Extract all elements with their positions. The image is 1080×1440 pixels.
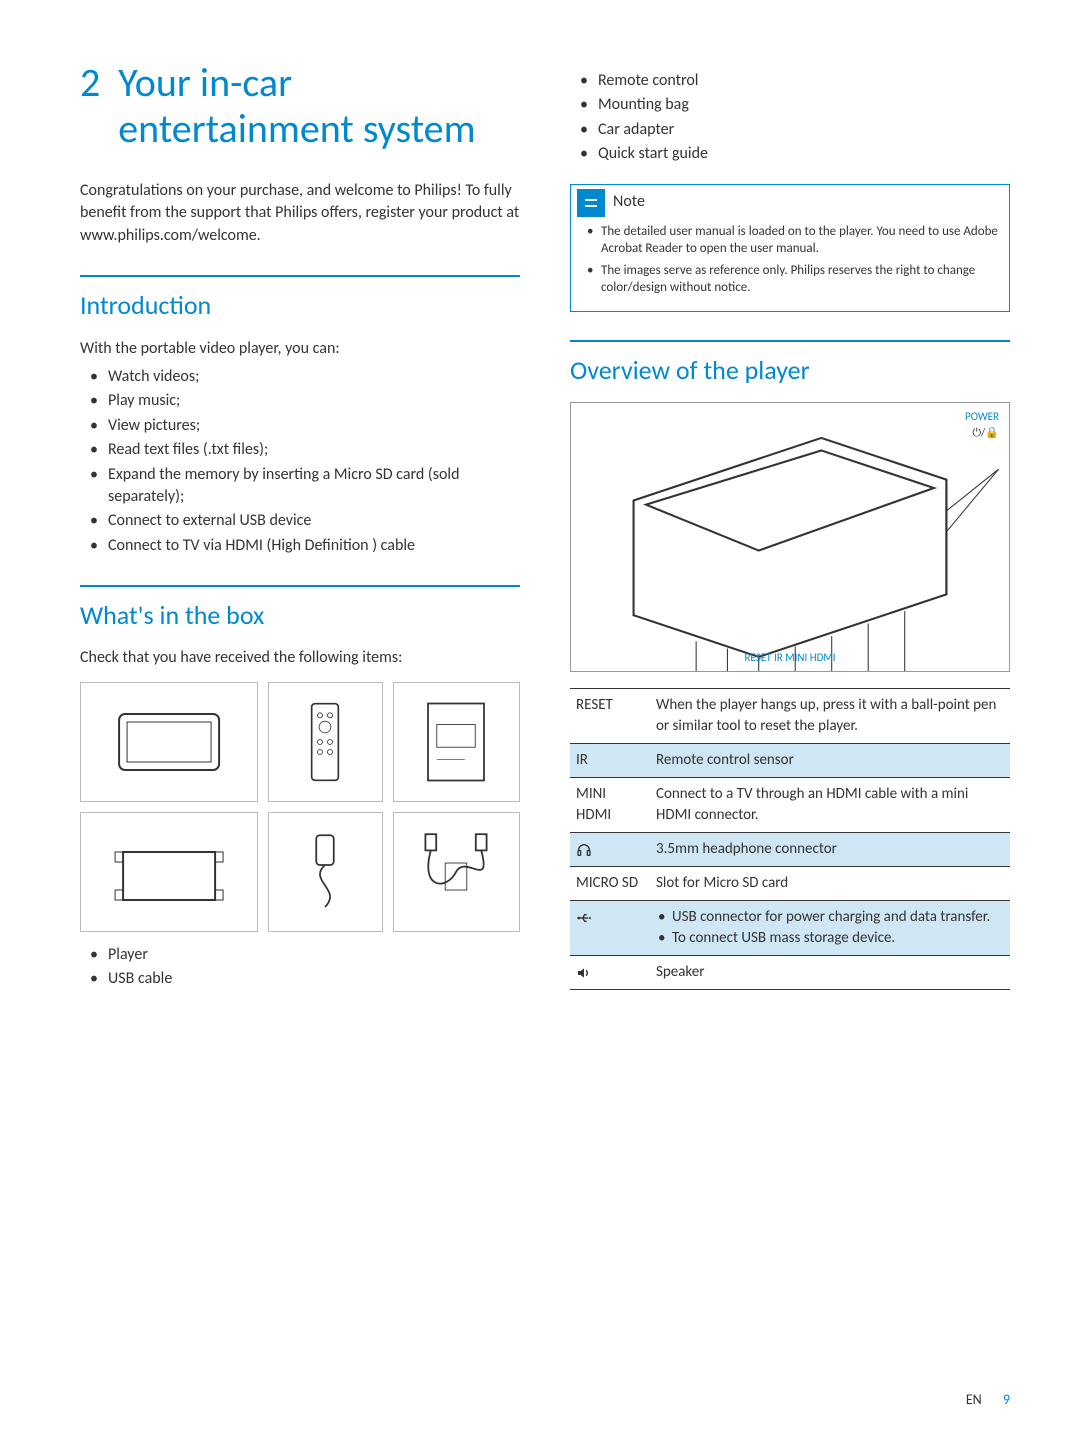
- illustration-mounting-bag: [80, 812, 258, 932]
- page-footer: EN 9: [966, 1390, 1010, 1410]
- illustration-quick-start: [393, 682, 520, 802]
- headphone-icon: [570, 833, 650, 867]
- speaker-icon: [570, 956, 650, 990]
- chapter-title: Your in-car entertainment system: [118, 60, 520, 152]
- diagram-label-bottom: RESET IR MINI HDMI: [744, 650, 835, 665]
- port-key: MICRO SD: [570, 867, 650, 901]
- table-row: RESET When the player hangs up, press it…: [570, 689, 1010, 744]
- table-row: USB connector for power charging and dat…: [570, 901, 1010, 956]
- list-item: Mounting bag: [598, 94, 1010, 116]
- chapter-heading: 2 Your in-car entertainment system: [80, 60, 520, 152]
- list-item: Watch videos;: [108, 366, 520, 388]
- note-box: Note The detailed user manual is loaded …: [570, 184, 1010, 312]
- port-key: MINI HDMI: [570, 778, 650, 833]
- list-item: Remote control: [598, 70, 1010, 92]
- usb-icon: [570, 901, 650, 956]
- list-item: Connect to TV via HDMI (High Definition …: [108, 535, 520, 557]
- chapter-number: 2: [80, 60, 100, 152]
- list-item: View pictures;: [108, 415, 520, 437]
- footer-lang: EN: [966, 1391, 982, 1408]
- box-items-right: Remote control Mounting bag Car adapter …: [570, 70, 1010, 166]
- section-introduction: Introduction: [80, 275, 520, 323]
- port-desc: Speaker: [650, 956, 1010, 990]
- table-row: IR Remote control sensor: [570, 744, 1010, 778]
- illustration-usb-cable: [393, 812, 520, 932]
- port-desc: 3.5mm headphone connector: [650, 833, 1010, 867]
- port-desc: Connect to a TV through an HDMI cable wi…: [650, 778, 1010, 833]
- port-desc: When the player hangs up, press it with …: [650, 689, 1010, 744]
- list-item: Play music;: [108, 390, 520, 412]
- player-diagram: POWER ⏻/🔒 RESET IR MINI HDMI: [570, 402, 1010, 672]
- right-column: Remote control Mounting bag Car adapter …: [570, 60, 1010, 993]
- note-icon: [577, 189, 605, 217]
- list-item: Quick start guide: [598, 143, 1010, 165]
- intro-lead: With the portable video player, you can:: [80, 338, 520, 360]
- list-item: Read text files (.txt files);: [108, 439, 520, 461]
- table-row: 3.5mm headphone connector: [570, 833, 1010, 867]
- note-item: The detailed user manual is loaded on to…: [601, 223, 999, 258]
- list-item: To connect USB mass storage device.: [672, 928, 1004, 949]
- list-item: USB connector for power charging and dat…: [672, 907, 1004, 928]
- list-item: USB cable: [108, 968, 520, 990]
- port-key: RESET: [570, 689, 650, 744]
- list-item: Connect to external USB device: [108, 510, 520, 532]
- table-row: Speaker: [570, 956, 1010, 990]
- intro-list: Watch videos; Play music; View pictures;…: [80, 366, 520, 557]
- port-desc: USB connector for power charging and dat…: [650, 901, 1010, 956]
- box-lead: Check that you have received the followi…: [80, 647, 520, 669]
- welcome-paragraph: Congratulations on your purchase, and we…: [80, 180, 520, 247]
- note-label: Note: [613, 191, 645, 213]
- ports-table: RESET When the player hangs up, press it…: [570, 688, 1010, 990]
- port-desc: Remote control sensor: [650, 744, 1010, 778]
- box-illustrations: [80, 682, 520, 932]
- illustration-remote: [268, 682, 383, 802]
- box-items-left: Player USB cable: [80, 944, 520, 991]
- list-item: Player: [108, 944, 520, 966]
- note-item: The images serve as reference only. Phil…: [601, 262, 999, 297]
- left-column: 2 Your in-car entertainment system Congr…: [80, 60, 520, 993]
- port-key: IR: [570, 744, 650, 778]
- illustration-car-adapter: [268, 812, 383, 932]
- port-desc: Slot for Micro SD card: [650, 867, 1010, 901]
- footer-page: 9: [1003, 1391, 1010, 1408]
- list-item: Expand the memory by inserting a Micro S…: [108, 464, 520, 509]
- table-row: MICRO SD Slot for Micro SD card: [570, 867, 1010, 901]
- diagram-label-power: POWER ⏻/🔒: [965, 409, 999, 440]
- list-item: Car adapter: [598, 119, 1010, 141]
- illustration-player: [80, 682, 258, 802]
- section-whats-in-box: What's in the box: [80, 585, 520, 633]
- table-row: MINI HDMI Connect to a TV through an HDM…: [570, 778, 1010, 833]
- section-overview: Overview of the player: [570, 340, 1010, 388]
